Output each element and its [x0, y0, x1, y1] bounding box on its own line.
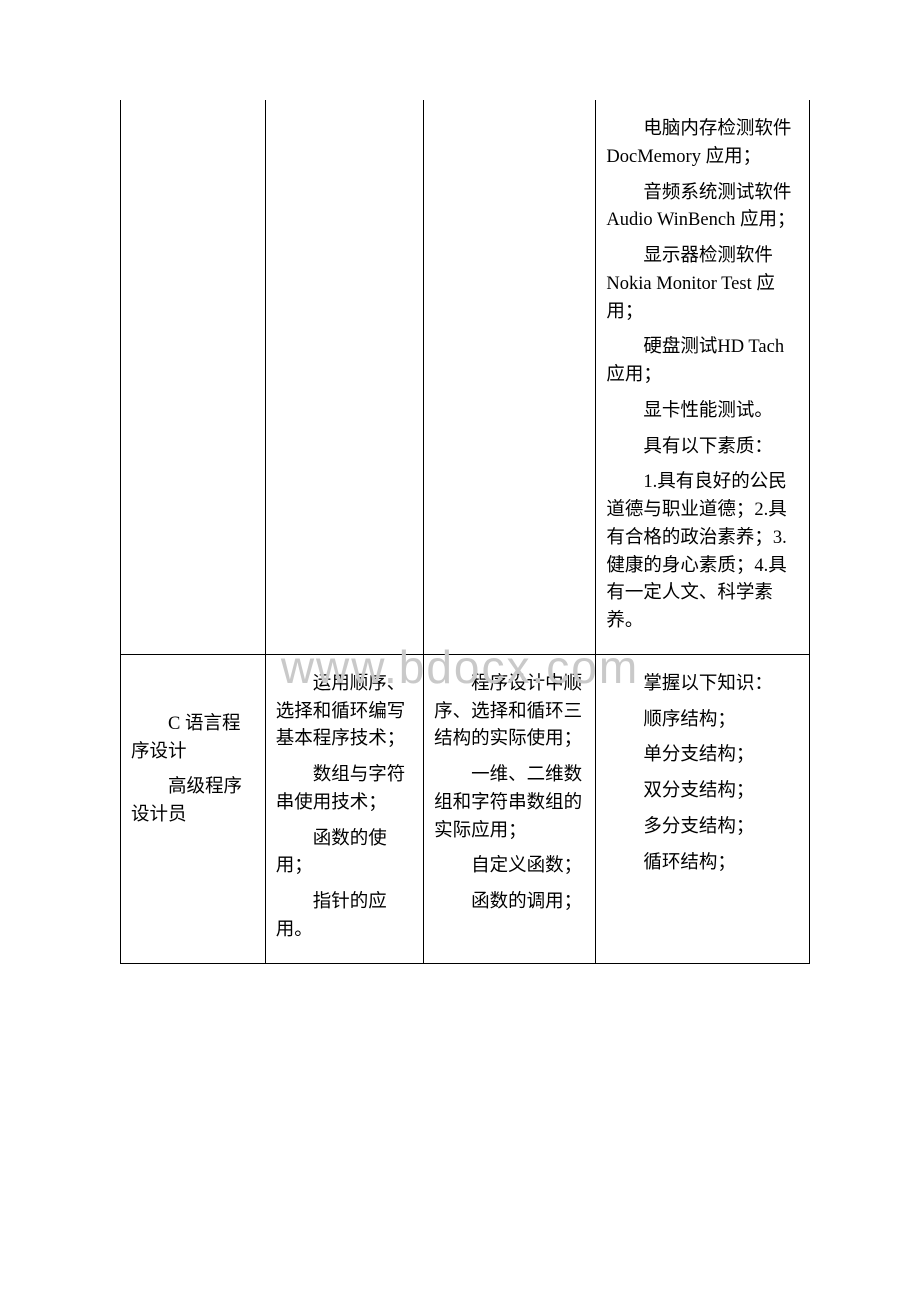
table-row: C 语言程序设计 高级程序设计员 运用顺序、选择和循环编写基本程序技术； 数组与… [121, 654, 810, 963]
cell-r1c3 [424, 100, 596, 654]
cell-text: 1.具有良好的公民道德与职业道德；2.具有合格的政治素养；3.健康的身心素质；4… [606, 469, 799, 636]
cell-r1c1 [121, 100, 266, 654]
cell-text: 双分支结构； [606, 778, 799, 806]
table-row: 电脑内存检测软件DocMemory 应用； 音频系统测试软件 Audio Win… [121, 100, 810, 654]
cell-text: 硬盘测试HD Tach 应用； [606, 334, 799, 390]
cell-text: 指针的应用。 [276, 889, 413, 945]
cell-text: 顺序结构； [606, 707, 799, 735]
cell-text: 函数的调用； [434, 889, 585, 917]
cell-text: 单分支结构； [606, 742, 799, 770]
cell-text: 函数的使用； [276, 826, 413, 882]
cell-r2c2: 运用顺序、选择和循环编写基本程序技术； 数组与字符串使用技术； 函数的使用； 指… [265, 654, 423, 963]
cell-text: C 语言程序设计 [131, 711, 255, 767]
cell-text: 电脑内存检测软件DocMemory 应用； [606, 116, 799, 172]
cell-r2c3: 程序设计中顺序、选择和循环三结构的实际使用； 一维、二维数组和字符串数组的实际应… [424, 654, 596, 963]
cell-text: 循环结构； [606, 850, 799, 878]
cell-text: 具有以下素质： [606, 434, 799, 462]
cell-text: 显示器检测软件 Nokia Monitor Test 应用； [606, 243, 799, 326]
cell-text: 自定义函数； [434, 853, 585, 881]
document-page: www.bdocx.com 电脑内存检测软件DocMemory 应用； 音频系统… [0, 0, 920, 1302]
cell-text: 数组与字符串使用技术； [276, 762, 413, 818]
cell-r2c4: 掌握以下知识： 顺序结构； 单分支结构； 双分支结构； 多分支结构； 循环结构； [596, 654, 810, 963]
cell-r1c4: 电脑内存检测软件DocMemory 应用； 音频系统测试软件 Audio Win… [596, 100, 810, 654]
cell-text: 显卡性能测试。 [606, 398, 799, 426]
cell-text: 程序设计中顺序、选择和循环三结构的实际使用； [434, 671, 585, 754]
content-table: 电脑内存检测软件DocMemory 应用； 音频系统测试软件 Audio Win… [120, 100, 810, 964]
cell-text: 一维、二维数组和字符串数组的实际应用； [434, 762, 585, 845]
cell-text: 多分支结构； [606, 814, 799, 842]
cell-r1c2 [265, 100, 423, 654]
cell-text: 高级程序设计员 [131, 774, 255, 830]
cell-text: 掌握以下知识： [606, 671, 799, 699]
cell-text: 运用顺序、选择和循环编写基本程序技术； [276, 671, 413, 754]
cell-r2c1: C 语言程序设计 高级程序设计员 [121, 654, 266, 963]
cell-text: 音频系统测试软件 Audio WinBench 应用； [606, 180, 799, 236]
